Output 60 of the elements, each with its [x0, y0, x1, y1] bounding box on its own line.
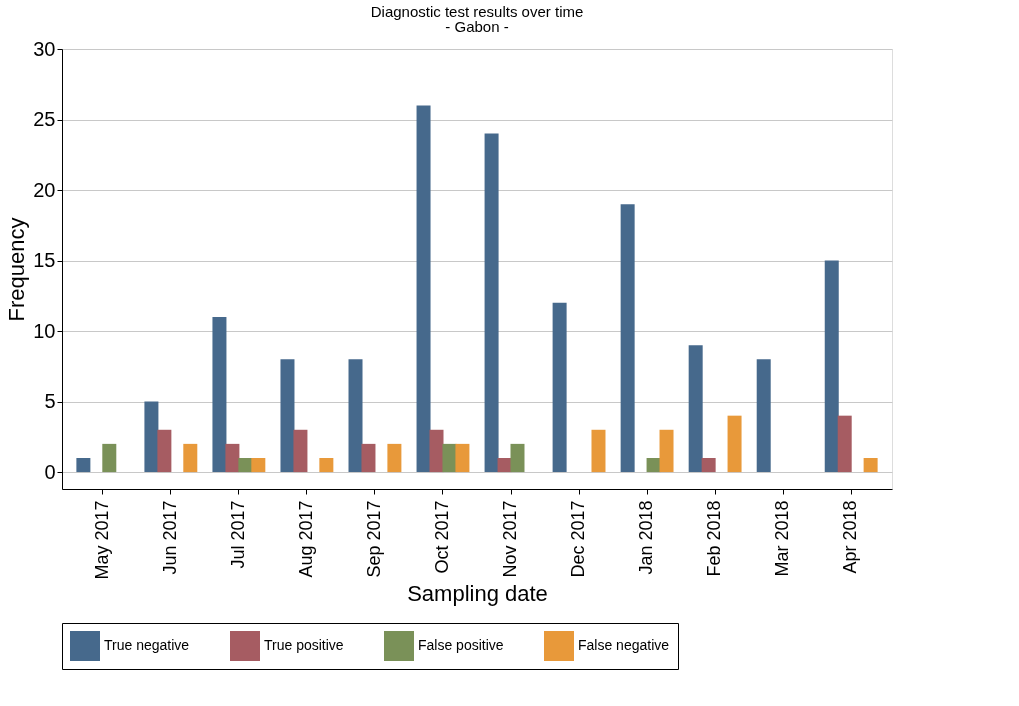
bar [280, 359, 295, 473]
y-tick-label: 10 [33, 319, 56, 342]
bar [144, 401, 159, 473]
x-tick-label: Jan 2018 [636, 500, 657, 575]
x-tick-label: Jul 2017 [227, 500, 248, 569]
bar [591, 429, 606, 473]
bar [225, 443, 240, 473]
legend-label: False negative [578, 637, 670, 653]
x-tick-label: Nov 2017 [500, 500, 521, 578]
bar [293, 429, 308, 473]
bar [620, 204, 635, 473]
y-tick-label: 0 [44, 460, 56, 483]
bar [102, 443, 117, 473]
legend-label: True negative [104, 637, 190, 653]
bar [76, 457, 91, 473]
bar [251, 457, 266, 473]
bar [837, 415, 852, 473]
bar [659, 429, 674, 473]
x-axis-title: Sampling date [407, 580, 548, 606]
bar [212, 316, 227, 473]
bar [348, 359, 363, 473]
bar [183, 443, 198, 473]
y-tick-label: 25 [33, 108, 56, 131]
bar [756, 359, 771, 473]
bar [510, 443, 525, 473]
bar [361, 443, 376, 473]
bar [701, 457, 716, 473]
y-tick-label: 5 [44, 390, 56, 413]
x-tick-label: Dec 2017 [568, 500, 589, 578]
bar [863, 457, 878, 473]
bar [429, 429, 444, 473]
x-tick-label: Apr 2018 [840, 500, 861, 574]
y-tick-label: 20 [33, 178, 56, 201]
bar [387, 443, 402, 473]
y-axis-title: Frequency [4, 217, 30, 322]
bar [688, 345, 703, 473]
y-tick-label: 30 [33, 37, 56, 60]
bar [727, 415, 742, 473]
x-tick-label: Mar 2018 [772, 500, 793, 577]
chart-subtitle: - Gabon - [445, 18, 509, 35]
bar [157, 429, 172, 473]
x-tick-label: Oct 2017 [431, 500, 452, 574]
bar [442, 443, 457, 473]
bar [646, 457, 661, 473]
bar [416, 105, 431, 473]
x-tick-label: Jun 2017 [159, 500, 180, 575]
x-tick-label: Sep 2017 [363, 500, 384, 578]
legend-label: True positive [264, 637, 344, 653]
legend-label: False positive [418, 637, 504, 653]
x-tick-label: Feb 2018 [704, 500, 725, 577]
bar [484, 133, 499, 473]
x-tick-label: May 2017 [91, 500, 112, 580]
x-tick-label: Aug 2017 [295, 500, 316, 578]
bar [455, 443, 470, 473]
y-tick-label: 15 [33, 249, 56, 272]
bar [824, 260, 839, 473]
chart-title: Diagnostic test results over time [370, 3, 584, 20]
bar [319, 457, 334, 473]
bar [552, 302, 567, 473]
bar [238, 457, 253, 473]
